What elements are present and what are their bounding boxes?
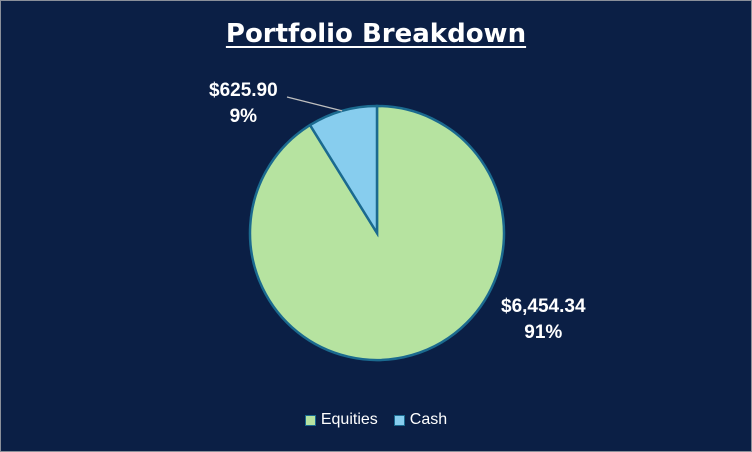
legend-label-equities: Equities <box>320 411 378 428</box>
equities-data-label: $6,454.34 91% <box>501 294 586 346</box>
cash-leader-line <box>286 96 343 112</box>
legend-swatch-equities <box>304 414 316 426</box>
legend-item-equities: Equities <box>304 411 378 429</box>
cash-value-label: $625.90 <box>209 80 278 101</box>
pie-slice-cash <box>308 104 379 238</box>
legend-label-cash: Cash <box>409 411 448 428</box>
equities-value-label: $6,454.34 <box>501 296 586 317</box>
chart-title: Portfolio Breakdown <box>225 19 527 49</box>
legend-item-cash: Cash <box>393 411 448 429</box>
legend-swatch-cash <box>393 414 405 426</box>
equities-percent-label: 91% <box>524 322 563 343</box>
legend: Equities Cash <box>1 411 751 429</box>
cash-percent-label: 9% <box>229 106 258 127</box>
cash-data-label: $625.90 9% <box>209 78 278 130</box>
